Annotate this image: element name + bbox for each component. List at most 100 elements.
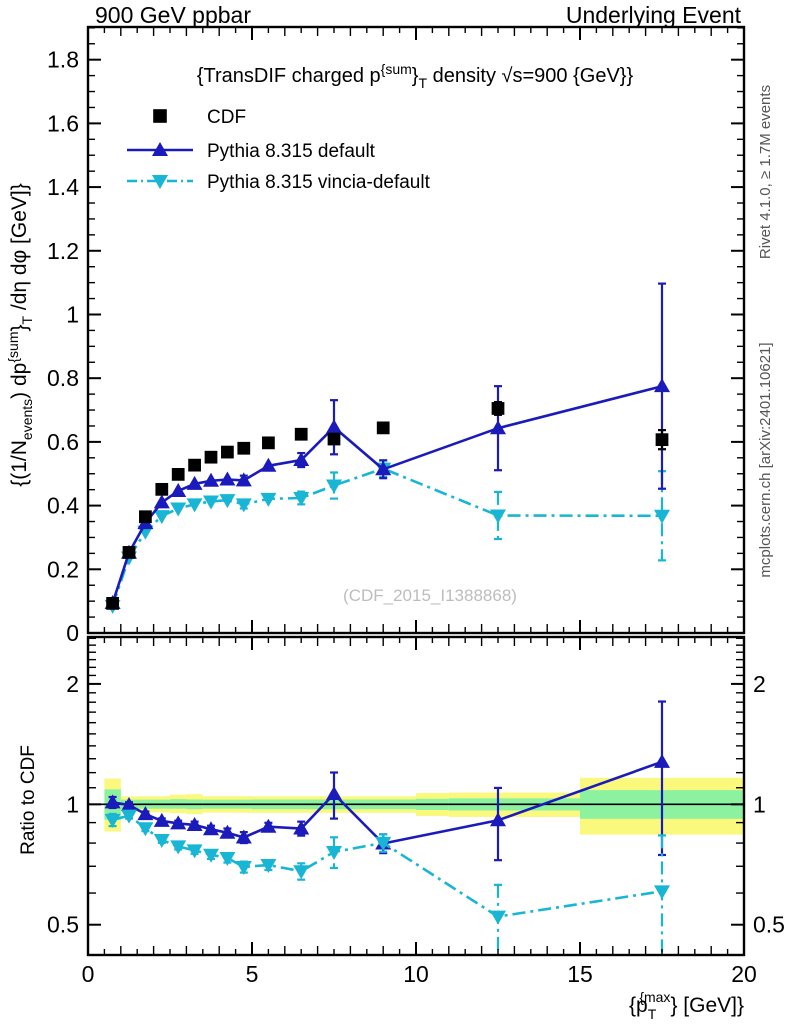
main-series-pythia-8-315-default [104, 282, 670, 610]
marker-triangle-down [235, 861, 252, 876]
marker-triangle-up [219, 824, 236, 839]
marker-triangle-down [170, 502, 187, 517]
marker-triangle-down [152, 175, 168, 189]
marker-triangle-down [326, 479, 342, 494]
marker-triangle-up [235, 829, 252, 844]
marker-triangle-down [203, 848, 219, 863]
y-axis-title-text: {(1/Nevents) dp{sum}T /dη dφ [GeV]} [5, 183, 35, 487]
marker-triangle-down [654, 885, 670, 900]
y-tick-label: 0 [66, 620, 79, 646]
marker-triangle-down [260, 492, 277, 507]
marker-triangle-down [490, 910, 506, 925]
ratio-y-tick-label-right: 2 [753, 671, 766, 697]
legend-label: CDF [207, 107, 246, 128]
marker-square [122, 546, 136, 559]
marker-triangle-up [186, 816, 203, 831]
marker-triangle-down [219, 494, 236, 509]
marker-triangle-down [375, 836, 392, 851]
marker-square [171, 468, 185, 481]
marker-square [491, 402, 505, 415]
y-tick-label: 1.8 [47, 47, 79, 73]
marker-triangle-down [153, 510, 170, 525]
ratio-y-tick-label-right: 1 [753, 791, 766, 817]
marker-triangle-up [293, 820, 310, 835]
y-tick-label: 1.6 [47, 110, 79, 136]
side-text-top-label: Rivet 4.1.0, ≥ 1.7M events [757, 85, 774, 259]
marker-square [262, 436, 275, 450]
ratio-y-tick-label: 0.5 [47, 912, 79, 938]
marker-triangle-down [293, 865, 310, 880]
ratio-y-tick-label-right: 0.5 [753, 912, 785, 938]
marker-triangle-up [137, 806, 154, 821]
x-tick-label: 5 [246, 961, 259, 987]
main-series-cdf [106, 400, 669, 610]
header-right: Underlying Event [565, 2, 741, 28]
marker-triangle-down [186, 844, 203, 859]
marker-triangle-up [219, 471, 236, 486]
ratio-y-axis-title-text: Ratio to CDF [18, 745, 39, 855]
marker-triangle-up [153, 494, 170, 509]
marker-triangle-up [121, 797, 137, 812]
marker-triangle-up [293, 452, 310, 467]
side-text-top: Rivet 4.1.0, ≥ 1.7M events [757, 85, 774, 259]
marker-square [204, 450, 218, 464]
marker-square [188, 458, 201, 472]
marker-triangle-down [153, 834, 170, 849]
x-axis-title: {pT{max} [GeV]} [629, 989, 744, 1022]
y-tick-label: 0.4 [47, 493, 79, 519]
x-tick-label: 10 [403, 961, 429, 987]
y-axis-title: {(1/Nevents) dp{sum}T /dη dφ [GeV]} [5, 183, 35, 487]
series-line [111, 384, 663, 604]
y-tick-label: 0.2 [47, 556, 79, 582]
marker-triangle-down [121, 809, 137, 824]
y-tick-label: 0.6 [47, 429, 79, 455]
marker-triangle-up [490, 420, 506, 435]
marker-triangle-down [293, 491, 310, 506]
marker-triangle-up [104, 794, 121, 809]
marker-triangle-down [326, 845, 342, 860]
y-tick-label: 1.2 [47, 238, 79, 264]
marker-triangle-up [170, 482, 187, 497]
x-tick-label: 20 [731, 961, 757, 987]
marker-square [655, 433, 669, 447]
marker-square [106, 597, 119, 610]
side-text-bottom-label: mcplots.cern.ch [arXiv:2401.10621] [757, 342, 774, 577]
ratio-y-tick-label: 2 [66, 671, 79, 697]
y-tick-label: 1.4 [47, 174, 79, 200]
marker-triangle-down [260, 859, 277, 874]
marker-square [376, 421, 390, 435]
marker-triangle-up [235, 472, 252, 487]
marker-triangle-down [137, 822, 154, 837]
marker-triangle-up [260, 457, 277, 472]
marker-triangle-up [654, 378, 670, 393]
plot-title-text: {TransDIF charged p{sum}T density √s=900… [197, 61, 634, 91]
ratio-y-tick-label: 1 [66, 791, 79, 817]
marker-triangle-down [654, 509, 670, 524]
marker-triangle-up [203, 472, 219, 487]
legend-label: Pythia 8.315 vincia-default [207, 172, 431, 193]
marker-triangle-down [219, 852, 236, 867]
x-ticks [87, 27, 745, 633]
marker-triangle-up [490, 812, 506, 827]
plot-title: {TransDIF charged p{sum}T density √s=900… [197, 61, 634, 91]
main-panel-frame [86, 25, 746, 635]
marker-square [327, 432, 341, 446]
marker-square [155, 482, 169, 496]
series-line [112, 814, 663, 918]
marker-triangle-down [104, 813, 121, 828]
marker-triangle-up [186, 475, 203, 490]
marker-triangle-down [203, 495, 219, 510]
marker-triangle-up [326, 419, 342, 434]
y-ticks-main: 1.8 1.6 1.4 1.2 1 0.8 0.6 0.4 0.2 0 [47, 27, 744, 646]
header-left: 900 GeV ppbar [95, 2, 252, 28]
marker-square [237, 441, 251, 455]
marker-triangle-up [203, 821, 219, 836]
marker-square [139, 510, 152, 524]
x-ticks: 0 5 10 15 20 [82, 637, 757, 987]
y-ticks-ratio: 2 2 1 1 0.5 0.5 [47, 637, 785, 938]
marker-square [153, 109, 167, 123]
marker-triangle-down [235, 498, 252, 513]
legend-label: Pythia 8.315 default [207, 141, 376, 162]
